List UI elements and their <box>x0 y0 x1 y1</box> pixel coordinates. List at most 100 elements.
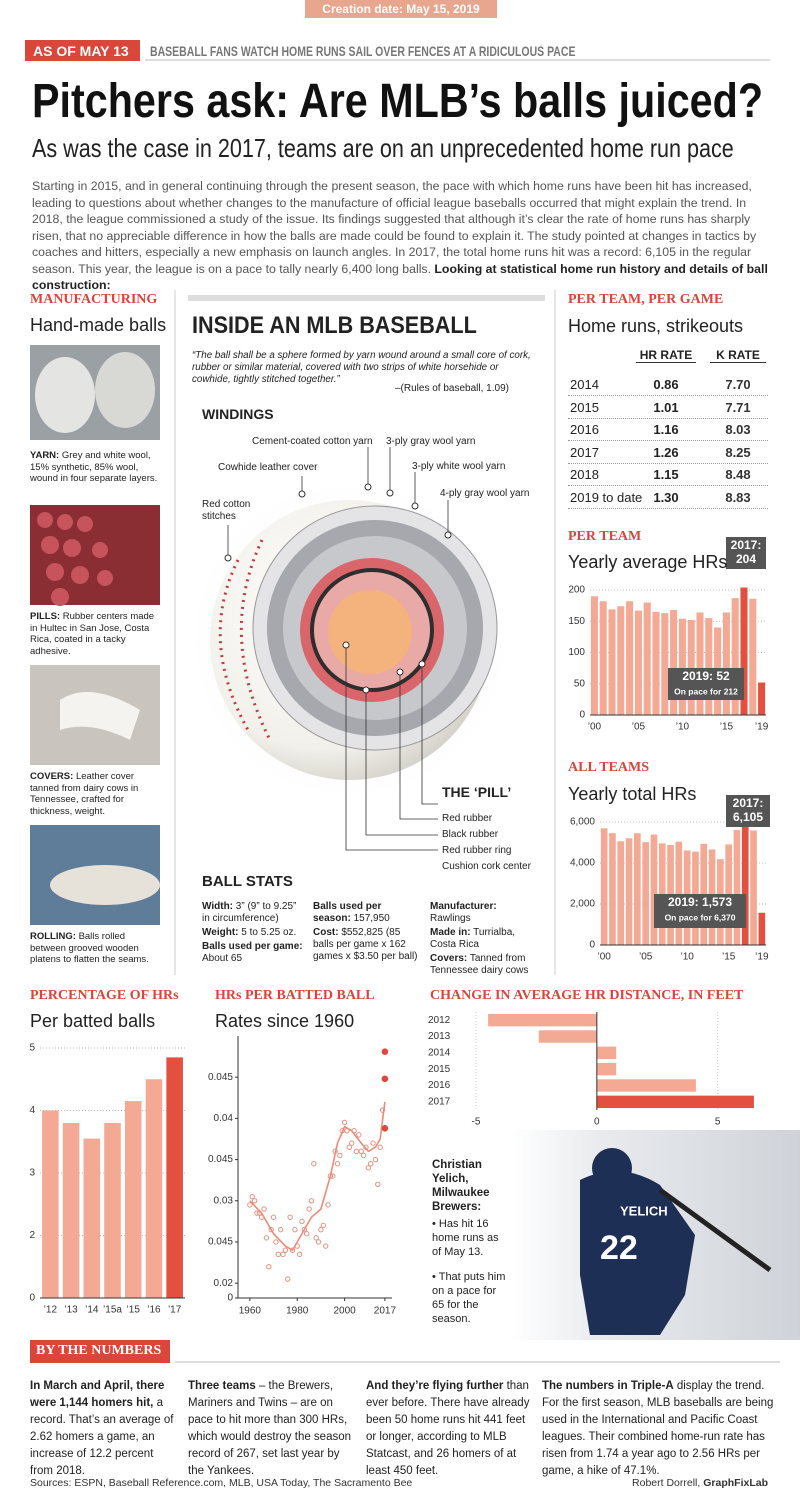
windings-heading: WINDINGS <box>202 406 274 422</box>
caption: ROLLING: Balls rolled between grooved wo… <box>30 931 162 966</box>
winding-label: 3-ply gray wool yarn <box>386 436 476 447</box>
x-tick-label: 2017 <box>374 1306 397 1317</box>
stat-label: Covers: <box>430 953 468 964</box>
bullet-text: That puts him on a pace for 65 for the s… <box>432 1271 506 1325</box>
credit: Robert Dorrell, GraphFixLab <box>632 1477 768 1490</box>
item-text: display the trend. For the first season,… <box>542 1380 774 1477</box>
item-lead: And they’re flying further <box>366 1380 504 1392</box>
hr-cell: 1.26 <box>653 444 679 460</box>
k-cell: 8.25 <box>725 444 751 460</box>
point <box>273 1239 279 1245</box>
y-tick-label: 100 <box>568 647 585 658</box>
y-tick-label: 4 <box>29 1105 35 1116</box>
hr-cell: 1.01 <box>653 399 679 415</box>
bar <box>617 606 625 715</box>
point <box>381 1075 389 1083</box>
bar <box>661 613 669 715</box>
x-tick-label: 1980 <box>286 1306 309 1317</box>
point <box>322 1243 329 1249</box>
pill-heading: THE ‘PILL’ <box>442 784 512 800</box>
x-tick-label: ’19 <box>755 952 769 963</box>
y-tick-label: 4,000 <box>570 858 595 869</box>
y-tick-label: 0 <box>227 1293 233 1304</box>
point <box>318 1226 324 1233</box>
item-lead: Three teams <box>188 1380 256 1392</box>
bar <box>626 601 634 715</box>
x-tick-label: ’00 <box>588 722 602 733</box>
y-tick-label: 150 <box>568 616 585 627</box>
section-heading: CHANGE IN AVERAGE HR DISTANCE, IN FEET <box>430 988 744 1003</box>
bar <box>599 601 607 715</box>
stat-label: Cost: <box>313 927 339 938</box>
stitches <box>218 539 272 741</box>
y-tick-label: 0.045 <box>208 1072 233 1083</box>
point <box>320 1222 326 1229</box>
tag: AS OF MAY 13 <box>33 43 129 59</box>
jersey <box>580 1171 695 1335</box>
point <box>280 1251 286 1258</box>
sources: Sources: ESPN, Baseball Reference.com, M… <box>30 1477 413 1489</box>
bar <box>750 830 757 945</box>
caption-label: PILLS: <box>30 611 61 622</box>
stat-label: Manufacturer: <box>430 901 497 912</box>
bar <box>166 1057 183 1298</box>
k-cell: 8.83 <box>725 489 751 505</box>
bar <box>758 682 766 715</box>
stat-text: About 65 <box>202 953 243 964</box>
bar <box>596 1079 696 1092</box>
section-heading: HRs PER BATTED BALL <box>215 988 375 1003</box>
y-tick-label: 2015 <box>428 1064 451 1075</box>
point <box>299 1218 305 1225</box>
chart-subtitle: Rates since 1960 <box>215 1011 355 1031</box>
bar <box>670 610 678 715</box>
numbers-heading: BY THE NUMBERS <box>36 1343 162 1358</box>
item-text: – the Brewers, Mariners and Twins – are … <box>188 1380 352 1477</box>
y-tick-label: 200 <box>568 585 585 596</box>
table-row: 2017 1.26 8.25 <box>568 441 768 464</box>
bar <box>596 1062 617 1076</box>
bar <box>741 819 749 945</box>
point <box>353 1148 360 1155</box>
leader-dots <box>224 483 452 694</box>
y-tick-label: 0 <box>589 940 595 951</box>
caption: YARN: Grey and white wool, 15% synthetic… <box>30 450 162 485</box>
pill-label: Cushion cork center <box>442 861 531 872</box>
bar <box>600 828 608 945</box>
helmet <box>592 1148 632 1188</box>
point <box>268 1226 274 1233</box>
point <box>287 1214 293 1220</box>
y-tick-label: 0 <box>29 1293 35 1304</box>
intro-text: Starting in 2015, and in general continu… <box>32 179 757 276</box>
point <box>375 1181 381 1188</box>
point <box>277 1226 284 1233</box>
point <box>346 1144 353 1150</box>
y-tick-label: 3 <box>29 1168 35 1179</box>
point <box>367 1161 374 1167</box>
stat-text: 157,950 <box>353 913 390 924</box>
bar <box>596 1095 754 1109</box>
point <box>275 1251 281 1258</box>
x-tick-label: 5 <box>715 1117 721 1128</box>
point <box>263 1235 270 1241</box>
winding-label: Cowhide leather cover <box>218 462 318 473</box>
bar <box>696 612 704 715</box>
bar <box>625 838 633 945</box>
annotation-box <box>726 537 766 569</box>
section-subhead: Hand-made balls <box>30 315 167 335</box>
stats-column: Manufacturer: Rawlings Made in: Turrialb… <box>430 901 530 979</box>
item-lead: The numbers in Triple-A <box>542 1380 674 1392</box>
annotation-text: 2019: 1,573 <box>668 895 732 909</box>
k-cell: 7.70 <box>725 377 751 392</box>
bar <box>608 609 616 715</box>
column-header: HR RATE <box>636 348 696 364</box>
bar <box>705 618 713 715</box>
ball-title: INSIDE AN MLB BASEBALL <box>192 312 477 339</box>
chart-subtitle: Per batted balls <box>30 1011 156 1031</box>
photo-detail <box>50 865 160 905</box>
section-heading: MANUFACTURING <box>30 292 158 307</box>
point <box>337 1152 343 1159</box>
point <box>356 1132 362 1138</box>
y-tick-label: 0 <box>579 710 585 721</box>
k-cell: 8.48 <box>725 467 751 482</box>
point <box>341 1119 348 1126</box>
